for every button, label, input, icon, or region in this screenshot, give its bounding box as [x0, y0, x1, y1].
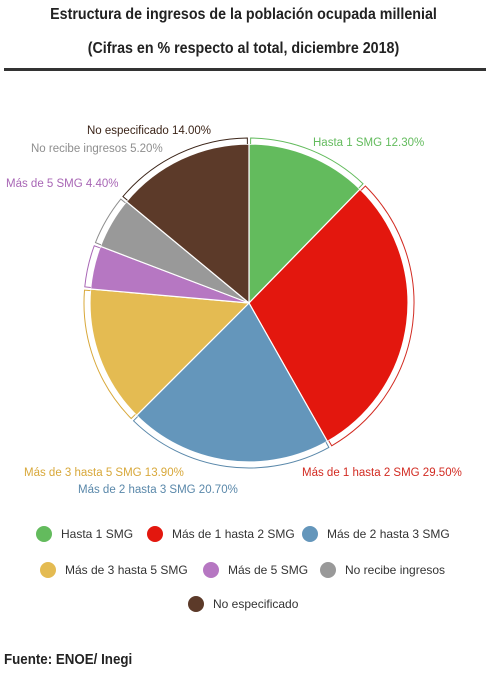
legend-swatch	[320, 562, 336, 578]
slice-label: Más de 1 hasta 2 SMG 29.50%	[302, 467, 462, 479]
pie-slice	[135, 302, 329, 463]
legend-label: Más de 5 SMG	[228, 563, 309, 577]
slice-label: Más de 3 hasta 5 SMG 13.90%	[24, 467, 184, 479]
legend-label: Más de 1 hasta 2 SMG	[172, 527, 295, 541]
slice-bracket	[83, 289, 136, 420]
pie-slice	[248, 143, 361, 305]
slice-bracket	[94, 198, 126, 246]
legend-label: Más de 3 hasta 5 SMG	[65, 563, 188, 577]
legend-label: No especificado	[213, 597, 299, 611]
slice-bracket	[328, 185, 415, 447]
legend-swatch	[36, 526, 52, 542]
legend-swatch	[302, 526, 318, 542]
slice-label: No recibe ingresos 5.20%	[31, 143, 163, 155]
legend-label: No recibe ingresos	[345, 563, 446, 577]
chart-subtitle: (Cifras en % respecto al total, diciembr…	[87, 40, 400, 57]
legend-item: Más de 1 hasta 2 SMG	[147, 526, 295, 542]
legend-item: No especificado	[188, 596, 298, 612]
slice-label: Hasta 1 SMG 12.30%	[313, 137, 424, 149]
pie-slice	[125, 143, 250, 305]
slice-bracket	[250, 137, 364, 189]
legend-item: Más de 5 SMG	[203, 562, 308, 578]
slice-label: Más de 2 hasta 3 SMG 20.70%	[78, 484, 238, 496]
legend-item: No recibe ingresos	[320, 562, 445, 578]
legend-swatch	[40, 562, 56, 578]
title-divider	[4, 68, 486, 71]
legend-swatch	[147, 526, 163, 542]
legend-label: Más de 2 hasta 3 SMG	[327, 527, 450, 541]
source-note: Fuente: ENOE/ Inegi	[4, 652, 133, 668]
legend-item: Más de 3 hasta 5 SMG	[40, 562, 188, 578]
pie-slice	[89, 288, 251, 417]
legend-swatch	[188, 596, 204, 612]
legend-swatch	[203, 562, 219, 578]
legend-item: Hasta 1 SMG	[36, 526, 133, 542]
legend-label: Hasta 1 SMG	[61, 527, 134, 541]
slice-bracket	[132, 416, 330, 469]
chart-title: Estructura de ingresos de la población o…	[50, 6, 437, 23]
pie-slice	[248, 188, 409, 443]
pie-chart: Hasta 1 SMG 12.30% Más de 1 hasta 2 SMG 2…	[6, 125, 462, 496]
slice-label: Más de 5 SMG 4.40%	[6, 178, 119, 190]
slice-label: No especificado 14.00%	[87, 125, 211, 137]
slice-bracket	[122, 137, 248, 201]
slice-bracket	[84, 245, 101, 288]
legend-item: Más de 2 hasta 3 SMG	[302, 526, 450, 542]
